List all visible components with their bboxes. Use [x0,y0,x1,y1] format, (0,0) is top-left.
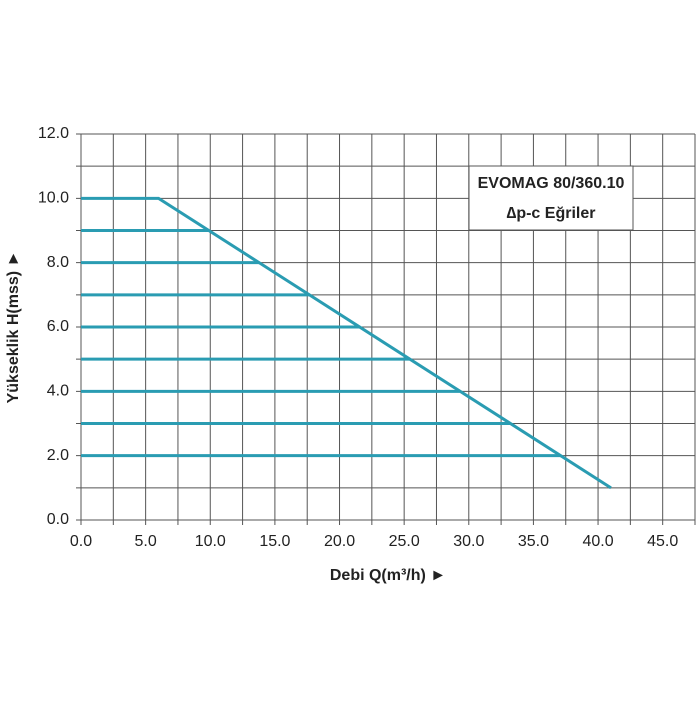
x-tick-label: 35.0 [518,533,549,550]
y-tick-label: 10.0 [38,190,69,207]
x-tick-label: 40.0 [582,533,613,550]
curve [81,196,612,490]
annotation: ∆p-c Eğriler [507,205,596,222]
x-tick-label: 10.0 [195,533,226,550]
x-tick-label: 45.0 [647,533,678,550]
x-tick-label: 30.0 [453,533,484,550]
y-tick-label: 12.0 [38,125,69,142]
x-axis-label: Debi Q(m³/h) ► [330,567,446,584]
x-tick-label: 20.0 [324,533,355,550]
y-tick-label: 4.0 [47,383,69,400]
y-tick-label: 0.0 [47,511,69,528]
x-tick-label: 15.0 [259,533,290,550]
x-tick-label: 0.0 [70,533,92,550]
x-tick-label: 25.0 [389,533,420,550]
annotation-box [468,165,634,231]
y-tick-label: 6.0 [47,318,69,335]
x-tick-label: 5.0 [135,533,157,550]
y-axis-label: Yükseklik H(mss) ► [5,251,22,404]
y-tick-label: 8.0 [47,254,69,271]
y-tick-label: 2.0 [47,447,69,464]
annotation: EVOMAG 80/360.10 [478,175,625,192]
